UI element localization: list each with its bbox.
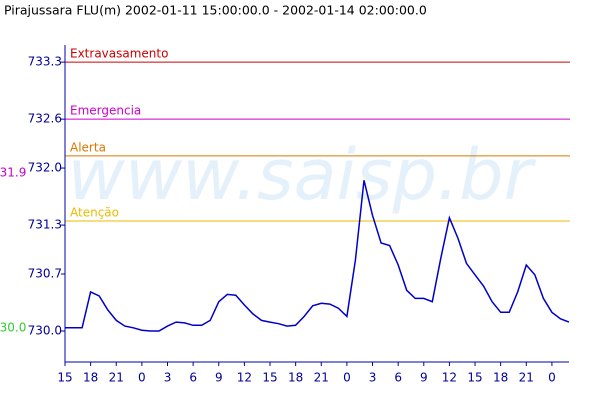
x-tick-label: 18 bbox=[493, 371, 508, 385]
x-tick-label: 0 bbox=[548, 371, 556, 385]
y-tick-label: 730.0 bbox=[28, 324, 62, 338]
x-tick-label: 0 bbox=[343, 371, 351, 385]
threshold-label: Atenção bbox=[70, 206, 119, 220]
x-tick-label: 18 bbox=[288, 371, 303, 385]
x-tick-label: 9 bbox=[420, 371, 428, 385]
threshold-label: Emergencia bbox=[70, 104, 141, 118]
x-tick-label: 15 bbox=[262, 371, 277, 385]
x-tick-label: 6 bbox=[189, 371, 197, 385]
x-tick-label: 18 bbox=[83, 371, 98, 385]
x-tick-label: 12 bbox=[237, 371, 252, 385]
y-tick-label: 730.7 bbox=[28, 266, 62, 280]
annotation: 731.9 bbox=[0, 166, 26, 180]
data-line bbox=[65, 180, 570, 332]
y-tick-label: 732.0 bbox=[28, 161, 62, 175]
x-tick-label: 21 bbox=[519, 371, 534, 385]
x-tick-label: 0 bbox=[138, 371, 146, 385]
x-tick-label: 6 bbox=[394, 371, 402, 385]
y-tick-label: 731.3 bbox=[28, 218, 62, 232]
annotation: 730.0 bbox=[0, 321, 26, 335]
x-tick-label: 3 bbox=[164, 371, 172, 385]
watermark: www.saisp.br bbox=[68, 134, 537, 216]
x-tick-label: 15 bbox=[467, 371, 482, 385]
threshold-label: Extravasamento bbox=[70, 47, 168, 61]
y-tick-label: 733.3 bbox=[28, 55, 62, 69]
y-tick-label: 732.6 bbox=[28, 112, 62, 126]
threshold-label: Alerta bbox=[70, 140, 106, 154]
x-tick-label: 12 bbox=[442, 371, 457, 385]
x-tick-label: 15 bbox=[57, 371, 72, 385]
x-tick-label: 21 bbox=[314, 371, 329, 385]
chart-title: Pirajussara FLU(m) 2002-01-11 15:00:00.0… bbox=[4, 3, 427, 18]
x-tick-label: 3 bbox=[369, 371, 377, 385]
x-tick-label: 9 bbox=[215, 371, 223, 385]
x-tick-label: 21 bbox=[109, 371, 124, 385]
